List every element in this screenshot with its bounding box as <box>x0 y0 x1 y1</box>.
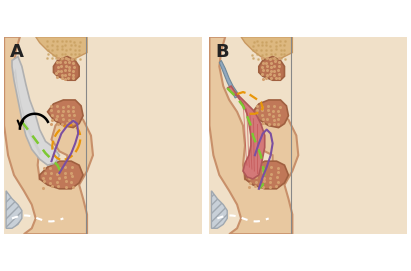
Polygon shape <box>53 57 79 80</box>
Polygon shape <box>253 100 289 128</box>
Polygon shape <box>4 37 93 234</box>
Text: A: A <box>10 43 24 61</box>
Polygon shape <box>6 191 22 228</box>
Polygon shape <box>227 86 265 179</box>
Polygon shape <box>259 57 284 80</box>
Polygon shape <box>210 37 298 234</box>
Polygon shape <box>211 191 227 228</box>
Text: B: B <box>215 43 229 61</box>
Polygon shape <box>245 161 289 189</box>
FancyBboxPatch shape <box>4 37 201 234</box>
Polygon shape <box>14 68 42 155</box>
FancyBboxPatch shape <box>210 37 407 234</box>
Polygon shape <box>241 37 292 60</box>
Polygon shape <box>219 60 239 98</box>
Polygon shape <box>12 57 60 165</box>
Polygon shape <box>39 161 83 189</box>
Polygon shape <box>36 37 87 60</box>
Polygon shape <box>48 100 83 128</box>
